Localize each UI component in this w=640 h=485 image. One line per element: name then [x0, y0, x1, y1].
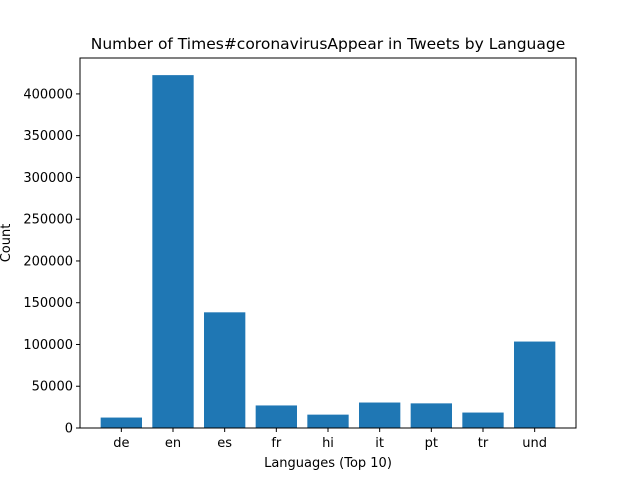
y-tick-label: 0: [65, 422, 73, 437]
x-tick-label-tr: tr: [478, 436, 489, 451]
y-tick-label: 50000: [32, 380, 73, 395]
bar-it: [359, 402, 401, 428]
chart-title: Number of Times#coronavirusAppear in Twe…: [91, 35, 565, 53]
bar-und: [514, 341, 556, 428]
y-axis: 0 50000 100000 150000 200000 250000 300000 3500…: [23, 87, 80, 437]
plot-frame: [79, 57, 577, 429]
bar-fr: [255, 405, 297, 428]
bar-es: [204, 312, 246, 428]
y-tick-label: 100000: [23, 338, 73, 353]
y-axis-label: Count: [0, 224, 14, 263]
x-tick-label-hi: hi: [322, 436, 334, 451]
bars-layer: [100, 75, 556, 429]
bar-tr: [462, 412, 504, 428]
x-tick-label-de: de: [113, 436, 129, 451]
bar-pt: [410, 403, 452, 428]
y-tick-label: 350000: [23, 129, 73, 144]
bar-hi: [307, 414, 349, 428]
y-tick-label: 200000: [23, 254, 73, 269]
y-tick-label: 250000: [23, 213, 73, 228]
bar-de: [100, 417, 142, 428]
x-tick-label-pt: pt: [425, 436, 438, 451]
y-tick-label: 150000: [23, 296, 73, 311]
y-tick-label: 300000: [23, 171, 73, 186]
bar-en: [152, 75, 194, 429]
x-tick-label-it: it: [375, 436, 384, 451]
x-tick-label-und: und: [522, 436, 547, 451]
x-tick-label-es: es: [217, 436, 232, 451]
x-axis: de en es fr hi it pt tr und: [113, 428, 547, 451]
x-tick-label-en: en: [165, 436, 181, 451]
y-tick-label: 400000: [23, 87, 73, 102]
x-tick-label-fr: fr: [271, 436, 282, 451]
x-axis-label: Languages (Top 10): [264, 456, 392, 471]
